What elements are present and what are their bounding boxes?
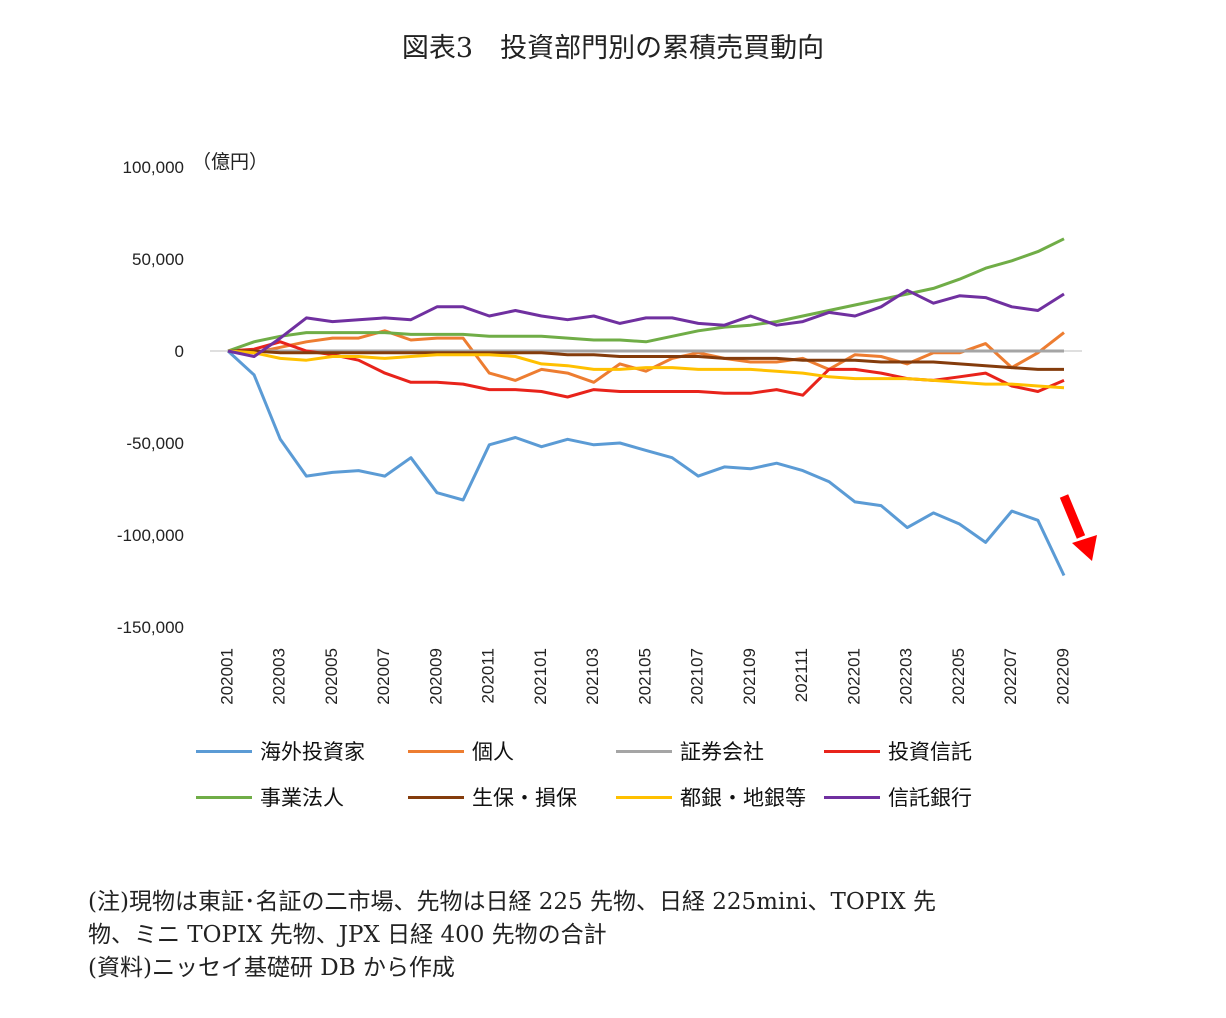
y-tick-label: -50,000 [126,434,184,453]
legend-item: 個人 [408,733,514,769]
series-line-0 [226,349,1066,577]
down-arrow-annotation [1059,494,1097,561]
legend-swatch [824,749,880,753]
x-tick-label: 202101 [531,648,550,705]
series-line-1 [227,329,1065,384]
legend-swatch [616,749,672,753]
note-line-3: (資料)ニッセイ基礎研 DB から作成 [88,955,455,981]
legend-label: 信託銀行 [888,786,972,810]
legend-item: 事業法人 [196,779,344,815]
legend-item: 海外投資家 [196,733,365,769]
note-line-2: 物、ミニ TOPIX 先物、JPX 日経 400 先物の合計 [88,922,607,948]
arrow-shaft [1059,494,1086,539]
legend-label: 都銀・地銀等 [680,786,806,810]
series-lines [226,237,1066,577]
x-tick-label: 202201 [844,648,863,705]
legend-item: 証券会社 [616,733,764,769]
x-tick-label: 202103 [583,648,602,705]
legend-label: 事業法人 [260,786,344,810]
legend-swatch [824,795,880,799]
chart-title: 図表3 投資部門別の累積売買動向 [401,33,825,64]
x-tick-label: 202203 [897,648,916,705]
x-tick-label: 202207 [1001,648,1020,705]
legend-item: 投資信託 [824,733,972,769]
x-tick-label: 202011 [479,648,498,703]
line-chart: （億円） 100,000 50,000 0 -50,000 -100,000 -150,0… [117,151,1097,705]
x-tick-label: 202109 [740,648,759,705]
series-line-6 [227,349,1065,390]
notes: (注)現物は東証･名証の二市場、先物は日経 225 先物、日経 225mini、… [88,886,1178,985]
y-tick-label: -100,000 [117,526,184,545]
legend-swatch [616,795,672,799]
x-tick-label: 202111 [792,648,811,702]
y-tick-label: 100,000 [123,158,184,177]
legend-item: 都銀・地銀等 [616,779,806,815]
y-tick-label: -150,000 [117,618,184,637]
x-tick-label: 202007 [374,648,393,705]
legend-label: 海外投資家 [260,740,365,764]
x-tick-label: 202105 [635,648,654,705]
legend-label: 証券会社 [680,740,764,764]
legend-label: 個人 [472,740,514,764]
x-axis: 202001 202003 202005 202007 202009 202011 2021… [217,648,1072,705]
legend-swatch [196,795,252,799]
legend-swatch [196,749,252,753]
x-tick-label: 202009 [426,648,445,705]
series-line-5 [228,349,1064,371]
x-tick-label: 202003 [270,648,289,705]
y-axis-unit-label: （億円） [192,151,268,173]
note-line-1: (注)現物は東証･名証の二市場、先物は日経 225 先物、日経 225mini、… [88,889,936,915]
x-tick-label: 202001 [217,648,236,705]
legend-item: 生保・損保 [408,779,577,815]
x-tick-label: 202005 [322,648,341,705]
x-tick-label: 202107 [688,648,707,705]
y-axis: 100,000 50,000 0 -50,000 -100,000 -150,000 [117,158,1082,637]
arrow-head [1072,535,1097,561]
legend-label: 生保・損保 [472,786,577,810]
y-tick-label: 50,000 [132,250,184,269]
y-tick-label: 0 [175,342,184,361]
legend-label: 投資信託 [888,740,972,764]
legend-swatch [408,749,464,753]
x-tick-label: 202209 [1053,648,1072,705]
series-line-7 [227,288,1065,358]
series-line-4 [227,237,1065,353]
legend-item: 信託銀行 [824,779,972,815]
legend-swatch [408,795,464,799]
x-tick-label: 202205 [949,648,968,705]
